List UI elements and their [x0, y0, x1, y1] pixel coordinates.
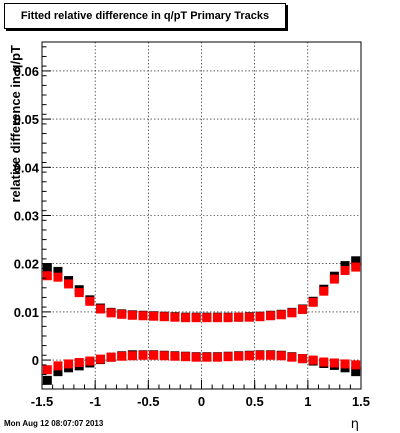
data-point: [223, 313, 233, 323]
x-axis-label: η: [351, 417, 359, 432]
data-point: [287, 308, 297, 318]
data-point: [255, 312, 265, 322]
data-point: [42, 365, 52, 375]
data-point: [85, 356, 95, 366]
data-point: [351, 367, 361, 377]
data-point: [202, 313, 212, 323]
data-point: [85, 296, 95, 306]
data-point: [149, 350, 159, 360]
y-tick-label: 0.06: [14, 64, 39, 79]
data-point: [244, 312, 254, 322]
data-point: [351, 360, 361, 370]
data-point: [127, 351, 137, 361]
x-tick-label: 1.5: [352, 394, 370, 409]
data-point: [191, 352, 201, 362]
axis-ticks: [41, 46, 362, 389]
data-point: [149, 311, 159, 321]
data-point: [42, 271, 52, 281]
y-tick-label: 0.05: [14, 112, 39, 127]
data-point: [298, 354, 308, 364]
data-point: [319, 286, 329, 296]
data-point: [95, 354, 105, 364]
data-point: [340, 261, 350, 271]
data-point: [212, 352, 222, 362]
data-point: [351, 262, 361, 272]
data-point: [159, 351, 169, 361]
series-1: [42, 262, 361, 323]
data-point: [53, 272, 63, 282]
timestamp: Mon Aug 12 08:07:07 2013: [4, 419, 104, 428]
data-point: [223, 352, 233, 362]
data-point: [64, 279, 74, 289]
grid: [42, 42, 361, 389]
x-tick-label: 1: [304, 394, 311, 409]
chart-title: Fitted relative difference in q/pT Prima…: [4, 3, 286, 29]
data-point: [255, 350, 265, 360]
data-point: [329, 274, 339, 284]
data-point: [127, 310, 137, 320]
data-point: [117, 309, 127, 319]
x-tick-label: 0: [198, 394, 205, 409]
data-point: [276, 351, 286, 361]
data-point: [319, 357, 329, 367]
data-point: [95, 304, 105, 314]
y-tick-label: 0.02: [14, 257, 39, 272]
y-axis-label: relative difference in q/pT: [8, 45, 23, 203]
series-3: [42, 350, 361, 375]
data-point: [42, 263, 52, 273]
data-point: [106, 352, 116, 362]
data-point: [244, 351, 254, 361]
data-point: [276, 310, 286, 320]
data-point: [340, 359, 350, 369]
y-tick-label: 0.03: [14, 209, 39, 224]
x-tick-label: -1.5: [31, 394, 53, 409]
data-point: [181, 352, 191, 362]
y-tick-label: 0.04: [14, 160, 40, 175]
data-point: [106, 308, 116, 318]
data-point: [138, 350, 148, 360]
data-point: [308, 355, 318, 365]
data-point: [181, 313, 191, 323]
data-point: [53, 367, 63, 377]
y-tick-label: 0: [32, 353, 39, 368]
data-point: [191, 313, 201, 323]
data-point: [74, 357, 84, 367]
data-point: [170, 351, 180, 361]
data-point: [64, 359, 74, 369]
data-point: [42, 375, 52, 385]
data-point: [266, 311, 276, 321]
x-tick-label: 0.5: [246, 394, 264, 409]
data-point: [340, 265, 350, 275]
x-tick-label: -0.5: [137, 394, 159, 409]
x-tick-label: -1: [89, 394, 101, 409]
data-point: [234, 312, 244, 322]
data-point: [74, 288, 84, 298]
data-point: [287, 352, 297, 362]
data-point: [159, 312, 169, 322]
data-point: [202, 352, 212, 362]
data-point: [351, 256, 361, 266]
data-point: [53, 361, 63, 371]
data-point: [117, 351, 127, 361]
y-tick-label: 0.01: [14, 305, 39, 320]
data-points: [42, 256, 361, 385]
data-point: [298, 304, 308, 314]
data-point: [170, 312, 180, 322]
data-point: [308, 297, 318, 307]
data-point: [53, 266, 63, 276]
tick-labels: -1.5 -1 -0.5 0 0.5 1 1.5 0 0.01 0.02 0.03 0.04 0.05 0…: [14, 64, 370, 409]
data-point: [266, 350, 276, 360]
data-point: [138, 311, 148, 321]
data-point: [329, 358, 339, 368]
data-point: [212, 313, 222, 323]
data-point: [234, 351, 244, 361]
